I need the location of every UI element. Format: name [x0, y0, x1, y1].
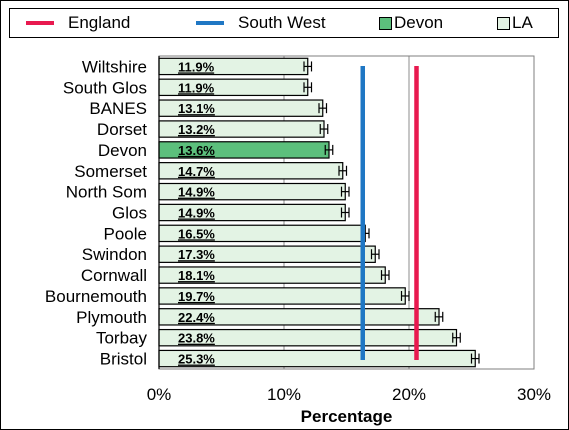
- category-label: Bristol: [100, 350, 147, 369]
- legend-label-devon: Devon: [394, 13, 444, 32]
- legend: England South West Devon LA: [9, 8, 559, 38]
- category-label: Plymouth: [76, 308, 147, 327]
- data-label: 13.2%: [178, 122, 215, 137]
- data-label: 11.9%: [178, 59, 215, 74]
- category-label: Glos: [112, 204, 147, 223]
- category-label: Somerset: [74, 162, 147, 181]
- england-line-swatch: [26, 21, 54, 25]
- category-label: Wiltshire: [82, 57, 147, 76]
- x-tick-label: 0%: [147, 385, 172, 404]
- data-label: 25.3%: [178, 352, 215, 367]
- category-label: BANES: [89, 99, 147, 118]
- category-label: North Som: [66, 183, 147, 202]
- data-label: 14.7%: [178, 164, 215, 179]
- data-label: 13.6%: [178, 143, 215, 158]
- category-label: Cornwall: [81, 266, 147, 285]
- devon-box-swatch: [379, 16, 392, 30]
- la-box-swatch: [497, 16, 510, 30]
- x-tick-label: 20%: [392, 385, 426, 404]
- data-label: 22.4%: [178, 310, 215, 325]
- data-label: 19.7%: [178, 289, 215, 304]
- data-label: 13.1%: [178, 101, 215, 116]
- legend-item-england: England: [26, 9, 130, 37]
- legend-label-la: LA: [512, 13, 533, 32]
- category-label: Poole: [104, 224, 147, 243]
- legend-item-la: LA: [497, 9, 533, 37]
- legend-item-southwest: South West: [196, 9, 326, 37]
- data-label: 11.9%: [178, 80, 215, 95]
- data-label: 14.9%: [178, 206, 215, 221]
- category-label: Dorset: [97, 120, 147, 139]
- data-label: 14.9%: [178, 185, 215, 200]
- category-label: Swindon: [82, 245, 147, 264]
- category-label: Bournemouth: [45, 287, 147, 306]
- legend-label-southwest: South West: [238, 13, 326, 32]
- data-label: 17.3%: [178, 247, 215, 262]
- x-tick-label: 10%: [267, 385, 301, 404]
- data-label: 18.1%: [178, 268, 215, 283]
- southwest-line-swatch: [196, 21, 224, 25]
- data-label: 23.8%: [178, 331, 215, 346]
- legend-item-devon: Devon: [379, 9, 443, 37]
- legend-label-england: England: [68, 13, 131, 32]
- category-label: Devon: [98, 141, 147, 160]
- category-label: South Glos: [63, 78, 147, 97]
- data-label: 16.5%: [178, 226, 215, 241]
- x-tick-label: 30%: [517, 385, 551, 404]
- x-axis-title: Percentage: [301, 407, 393, 426]
- category-label: Torbay: [96, 329, 148, 348]
